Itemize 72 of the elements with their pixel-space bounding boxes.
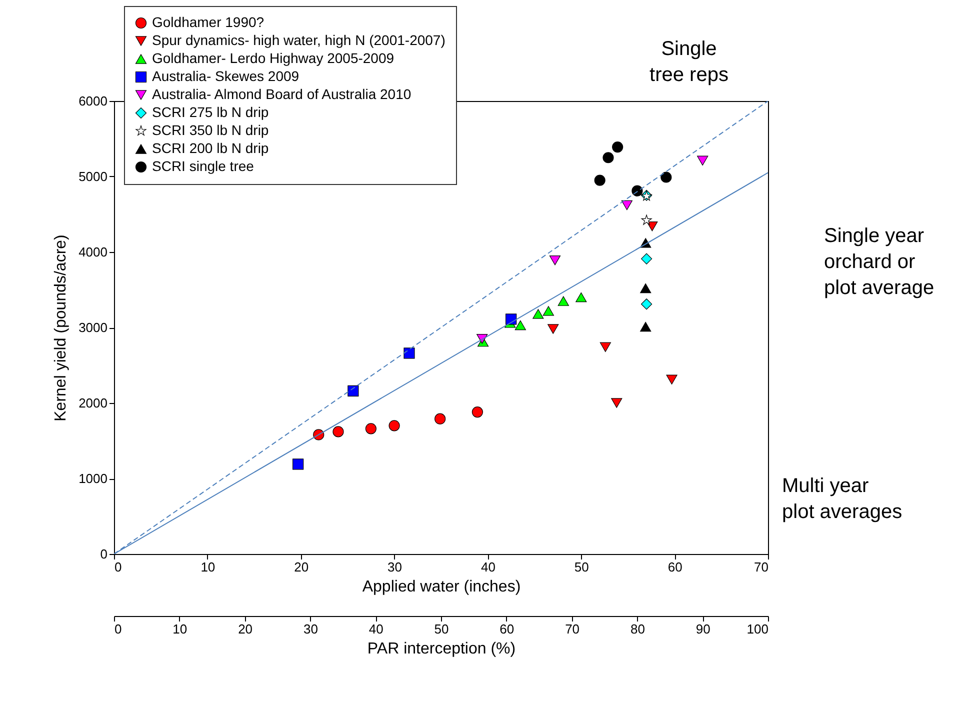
point (602, 152, 614, 164)
x2-tick-label: 10 (172, 622, 188, 636)
legend-label: Australia- Skewes 2009 (152, 68, 300, 84)
point (332, 426, 344, 438)
x2-tick-label: 40 (368, 622, 384, 636)
point (548, 324, 559, 334)
text: Multi year plot averages (782, 475, 902, 523)
legend-label: Spur dynamics- high water, high N (2001-2007) (152, 32, 446, 48)
point (611, 398, 622, 408)
y-tick-label: 6000 (78, 94, 108, 108)
point (506, 314, 517, 325)
x-tick-label: 20 (294, 560, 309, 574)
legend-label: Goldhamer 1990? (152, 14, 264, 30)
point (549, 255, 561, 266)
x-tick-label: 0 (114, 560, 122, 574)
text: Single tree reps (650, 38, 728, 86)
x2-tick-label: 0 (114, 622, 122, 636)
point (472, 406, 483, 418)
x2-tick-label: 20 (238, 622, 253, 636)
legend-label: Goldhamer- Lerdo Highway 2005-2009 (152, 50, 394, 66)
y-tick-label: 4000 (78, 244, 108, 260)
point (640, 283, 652, 294)
point (558, 296, 569, 306)
y-tick-label: 1000 (78, 471, 108, 486)
point (542, 306, 554, 316)
x2-tick-label: 100 (746, 622, 768, 636)
x2-axis-title: PAR interception (%) (367, 640, 516, 658)
point (640, 322, 652, 332)
legend-label: SCRI 350 lb N drip (152, 122, 269, 138)
point (600, 342, 611, 352)
x-tick-label: 30 (388, 560, 402, 574)
point (388, 420, 400, 432)
text: Single year orchard or plot average (824, 225, 934, 299)
y-tick-label: 2000 (78, 396, 108, 410)
point (697, 156, 708, 166)
point (632, 185, 643, 196)
point (532, 309, 544, 319)
y-tick-label: 5000 (78, 169, 108, 184)
x-tick-label: 50 (574, 560, 589, 574)
point (514, 320, 526, 330)
x2-tick-label: 70 (565, 622, 580, 636)
legend-label: SCRI single tree (152, 158, 254, 174)
point (641, 214, 652, 225)
x-tick-label: 40 (480, 560, 496, 574)
point (666, 374, 678, 384)
point (641, 253, 652, 264)
x-tick-label: 10 (200, 560, 216, 574)
point (365, 423, 376, 434)
x2-tick-label: 30 (303, 622, 318, 636)
x2-tick-label: 60 (500, 622, 514, 636)
legend-label: SCRI 200 lb N drip (152, 140, 269, 156)
x2-tick-label: 90 (696, 622, 710, 636)
x2-tick-label: 80 (630, 622, 645, 636)
legend-label: SCRI 275 lb N drip (152, 104, 269, 120)
point (348, 385, 359, 396)
y-axis-title: Kernel yield (pounds/acre) (52, 234, 70, 422)
x-tick-label: 60 (668, 560, 682, 574)
point (404, 348, 415, 359)
point (292, 458, 304, 470)
point (434, 413, 446, 424)
x-axis-title: Applied water (inches) (362, 578, 521, 596)
x-tick-label: 70 (754, 560, 768, 574)
point (612, 142, 624, 153)
y-tick-label: 0 (100, 546, 108, 562)
legend-label: Australia- Almond Board of Australia 2010 (152, 86, 412, 102)
point (576, 292, 587, 302)
point (641, 298, 652, 310)
point (660, 172, 672, 183)
point (594, 174, 606, 186)
y-tick-label: 3000 (78, 320, 108, 335)
x2-tick-label: 50 (434, 622, 449, 636)
point (621, 200, 632, 210)
